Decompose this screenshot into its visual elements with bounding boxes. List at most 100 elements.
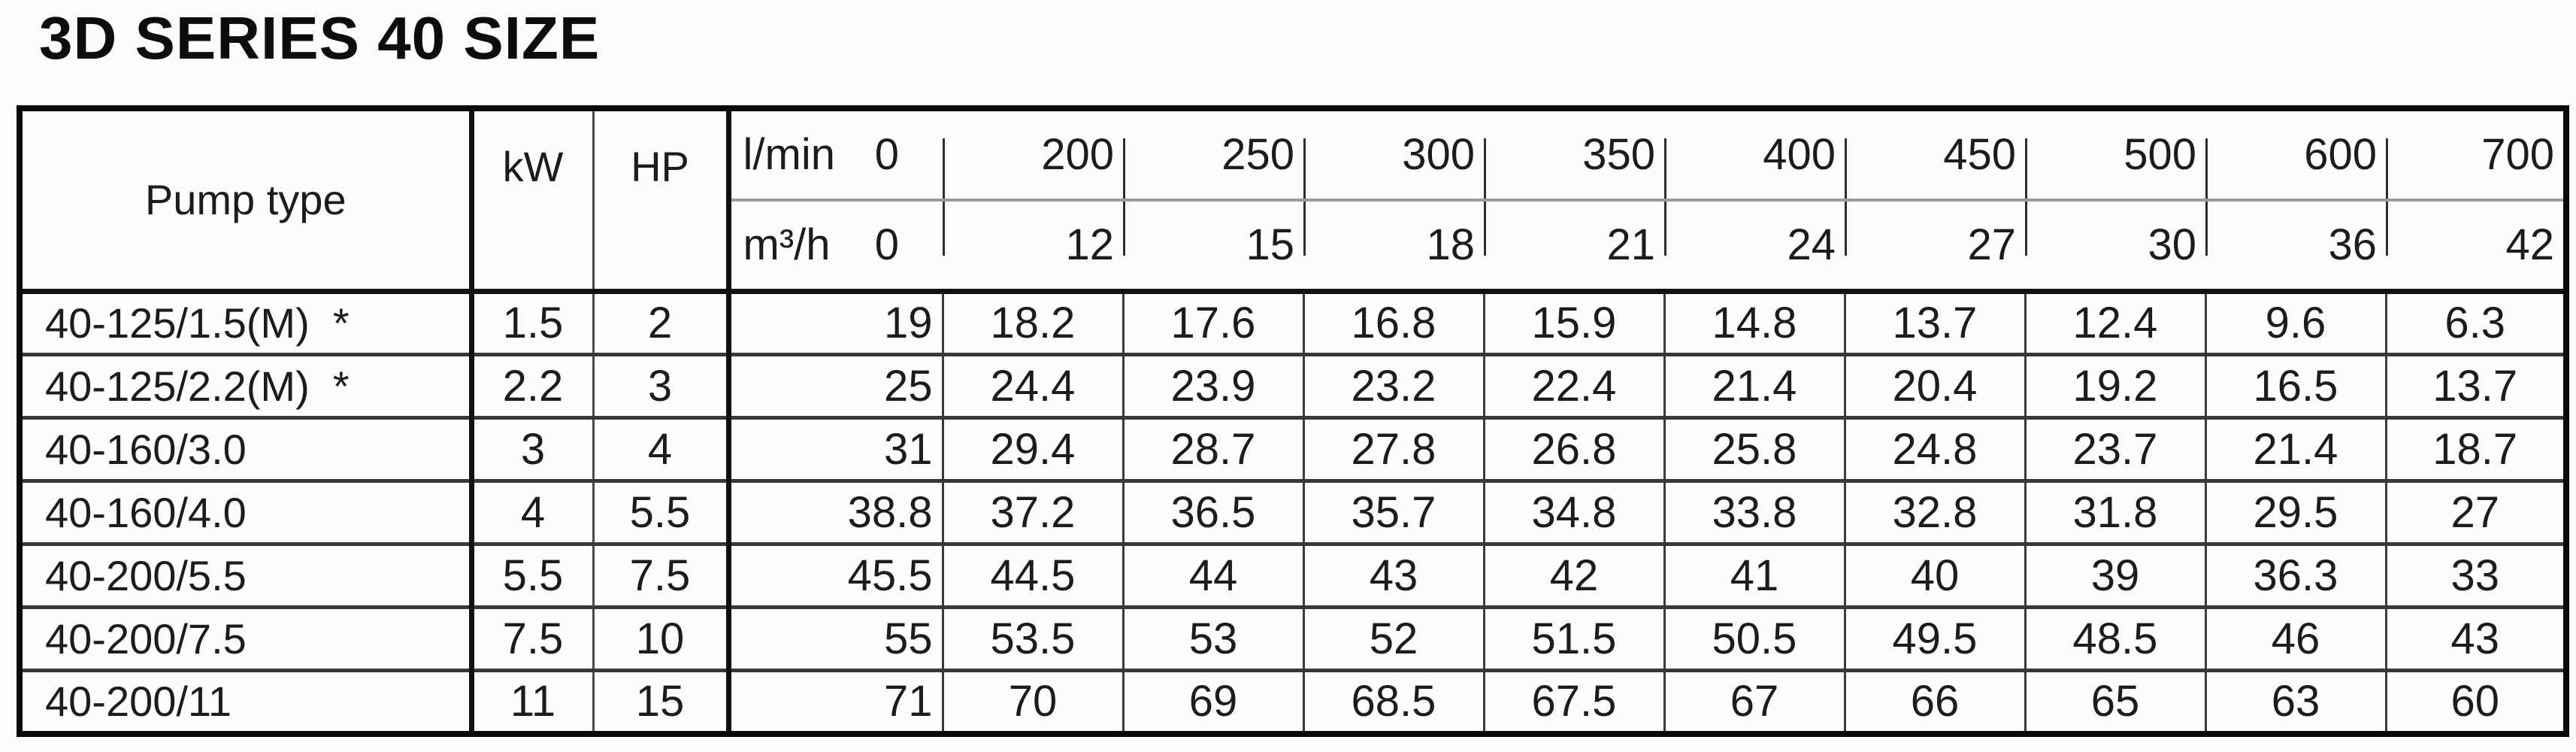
head-value-cell: 31.8: [2024, 479, 2205, 544]
kw-cell: 5.5: [471, 542, 595, 608]
hp-cell: 3: [593, 353, 731, 418]
head-value-cell: 21.4: [2204, 416, 2386, 481]
head-value-cell: 39: [2024, 542, 2205, 608]
pump-type-cell: 40-200/5.5: [20, 542, 474, 608]
head-value-cell: 51.5: [1482, 605, 1664, 671]
flow-value-label: 700: [2386, 108, 2566, 202]
flow-value-label: 24: [1664, 199, 1845, 295]
table-row: 40-200/7.5 7.5 10 55 53.5 53 52 51.5 50.5 49.5 48.…: [20, 605, 2566, 671]
flow-value-label: 27: [1845, 199, 2025, 295]
head-value-cell: 55: [728, 605, 943, 671]
flow-value-label: 42: [2386, 199, 2566, 295]
head-value-cell: 25: [728, 353, 943, 418]
table-row: 40-125/1.5(M) * 1.5 2 19 18.2 17.6 16.8 15.9 14.…: [20, 290, 2566, 355]
head-value-cell: 13.7: [1843, 290, 2025, 355]
pump-type-cell: 40-125/1.5(M) *: [20, 290, 474, 355]
kw-cell: 7.5: [471, 605, 595, 671]
flow-value-label: 12: [943, 199, 1123, 295]
head-value-cell: 15.9: [1482, 290, 1664, 355]
hp-cell: 7.5: [593, 542, 731, 608]
head-value-cell: 29.5: [2204, 479, 2386, 544]
head-value-cell: 36.5: [1122, 479, 1303, 544]
kw-cell: 11: [471, 669, 595, 734]
head-value-cell: 29.4: [941, 416, 1123, 481]
head-value-cell: 49.5: [1843, 605, 2025, 671]
head-value-cell: 9.6: [2204, 290, 2386, 355]
head-value-cell: 46: [2204, 605, 2386, 671]
flow-unit-label: l/min: [743, 129, 835, 179]
page-title: 3D SERIES 40 SIZE: [39, 5, 601, 71]
kw-cell: 4: [471, 479, 595, 544]
hp-cell: 5.5: [593, 479, 731, 544]
kw-cell: 2.2: [471, 353, 595, 418]
head-value-cell: 33: [2384, 542, 2566, 608]
flow-unit-label: m³/h: [743, 220, 831, 269]
flow-unit-wrap: l/min 0: [731, 129, 943, 179]
head-value-cell: 12.4: [2024, 290, 2205, 355]
flow-value-label: 350: [1484, 108, 1664, 202]
flow-value-label: 0: [874, 129, 899, 179]
flow-value-label: 15: [1123, 199, 1303, 295]
head-value-cell: 34.8: [1482, 479, 1664, 544]
head-value-cell: 40: [1843, 542, 2025, 608]
flow-header-row-lmin: Pump type kW HP l/min 0 200 250 300 350 400 450…: [20, 108, 2566, 295]
flow-value-label: 400: [1664, 108, 1845, 202]
flow-value-label: 18: [1303, 199, 1484, 295]
head-value-cell: 19.2: [2024, 353, 2205, 418]
flow-value-label: 600: [2205, 108, 2386, 202]
kw-header: kW: [471, 108, 595, 295]
head-value-cell: 52: [1302, 605, 1484, 671]
head-value-cell: 18.7: [2384, 416, 2566, 481]
head-value-cell: 20.4: [1843, 353, 2025, 418]
hp-cell: 15: [593, 669, 731, 734]
head-value-cell: 35.7: [1302, 479, 1484, 544]
head-value-cell: 18.2: [941, 290, 1123, 355]
hp-cell: 4: [593, 416, 731, 481]
head-value-cell: 71: [728, 669, 943, 734]
table-row: 40-160/3.0 3 4 31 29.4 28.7 27.8 26.8 25.8 24.8 23…: [20, 416, 2566, 481]
table-row: 40-200/11 11 15 71 70 69 68.5 67.5 67 66 65 63 60: [20, 669, 2566, 734]
head-value-cell: 24.8: [1843, 416, 2025, 481]
head-value-cell: 27: [2384, 479, 2566, 544]
head-value-cell: 25.8: [1663, 416, 1845, 481]
head-value-cell: 26.8: [1482, 416, 1664, 481]
head-value-cell: 17.6: [1122, 290, 1303, 355]
head-value-cell: 28.7: [1122, 416, 1303, 481]
head-value-cell: 44: [1122, 542, 1303, 608]
head-value-cell: 6.3: [2384, 290, 2566, 355]
head-value-cell: 23.2: [1302, 353, 1484, 418]
head-value-cell: 43: [2384, 605, 2566, 671]
head-value-cell: 27.8: [1302, 416, 1484, 481]
head-value-cell: 44.5: [941, 542, 1123, 608]
pump-type-cell: 40-160/3.0: [20, 416, 474, 481]
head-value-cell: 33.8: [1663, 479, 1845, 544]
flow-value-label: 0: [874, 220, 899, 269]
head-value-cell: 13.7: [2384, 353, 2566, 418]
head-value-cell: 48.5: [2024, 605, 2205, 671]
head-value-cell: 67: [1663, 669, 1845, 734]
flow-value-label: 250: [1123, 108, 1303, 202]
head-value-cell: 32.8: [1843, 479, 2025, 544]
flow-header-row-m3h: m³/h 0 12 15 18 21 24 27 30 36 42: [20, 199, 2566, 295]
head-value-cell: 50.5: [1663, 605, 1845, 671]
head-value-cell: 53: [1122, 605, 1303, 671]
head-value-cell: 68.5: [1302, 669, 1484, 734]
head-value-cell: 43: [1302, 542, 1484, 608]
head-value-cell: 31: [728, 416, 943, 481]
head-value-cell: 14.8: [1663, 290, 1845, 355]
hp-header: HP: [593, 108, 731, 295]
head-value-cell: 42: [1482, 542, 1664, 608]
flow-value-label: 200: [943, 108, 1123, 202]
head-value-cell: 63: [2204, 669, 2386, 734]
flow-unit-wrap: m³/h 0: [731, 223, 943, 267]
head-value-cell: 60: [2384, 669, 2566, 734]
table-row: 40-125/2.2(M) * 2.2 3 25 24.4 23.9 23.2 22.4 21.…: [20, 353, 2566, 418]
flow-value-label: 300: [1303, 108, 1484, 202]
head-value-cell: 24.4: [941, 353, 1123, 418]
head-value-cell: 16.8: [1302, 290, 1484, 355]
head-value-cell: 45.5: [728, 542, 943, 608]
flow-unit-cell: m³/h 0: [728, 199, 943, 295]
head-value-cell: 22.4: [1482, 353, 1664, 418]
hp-cell: 2: [593, 290, 731, 355]
head-value-cell: 16.5: [2204, 353, 2386, 418]
